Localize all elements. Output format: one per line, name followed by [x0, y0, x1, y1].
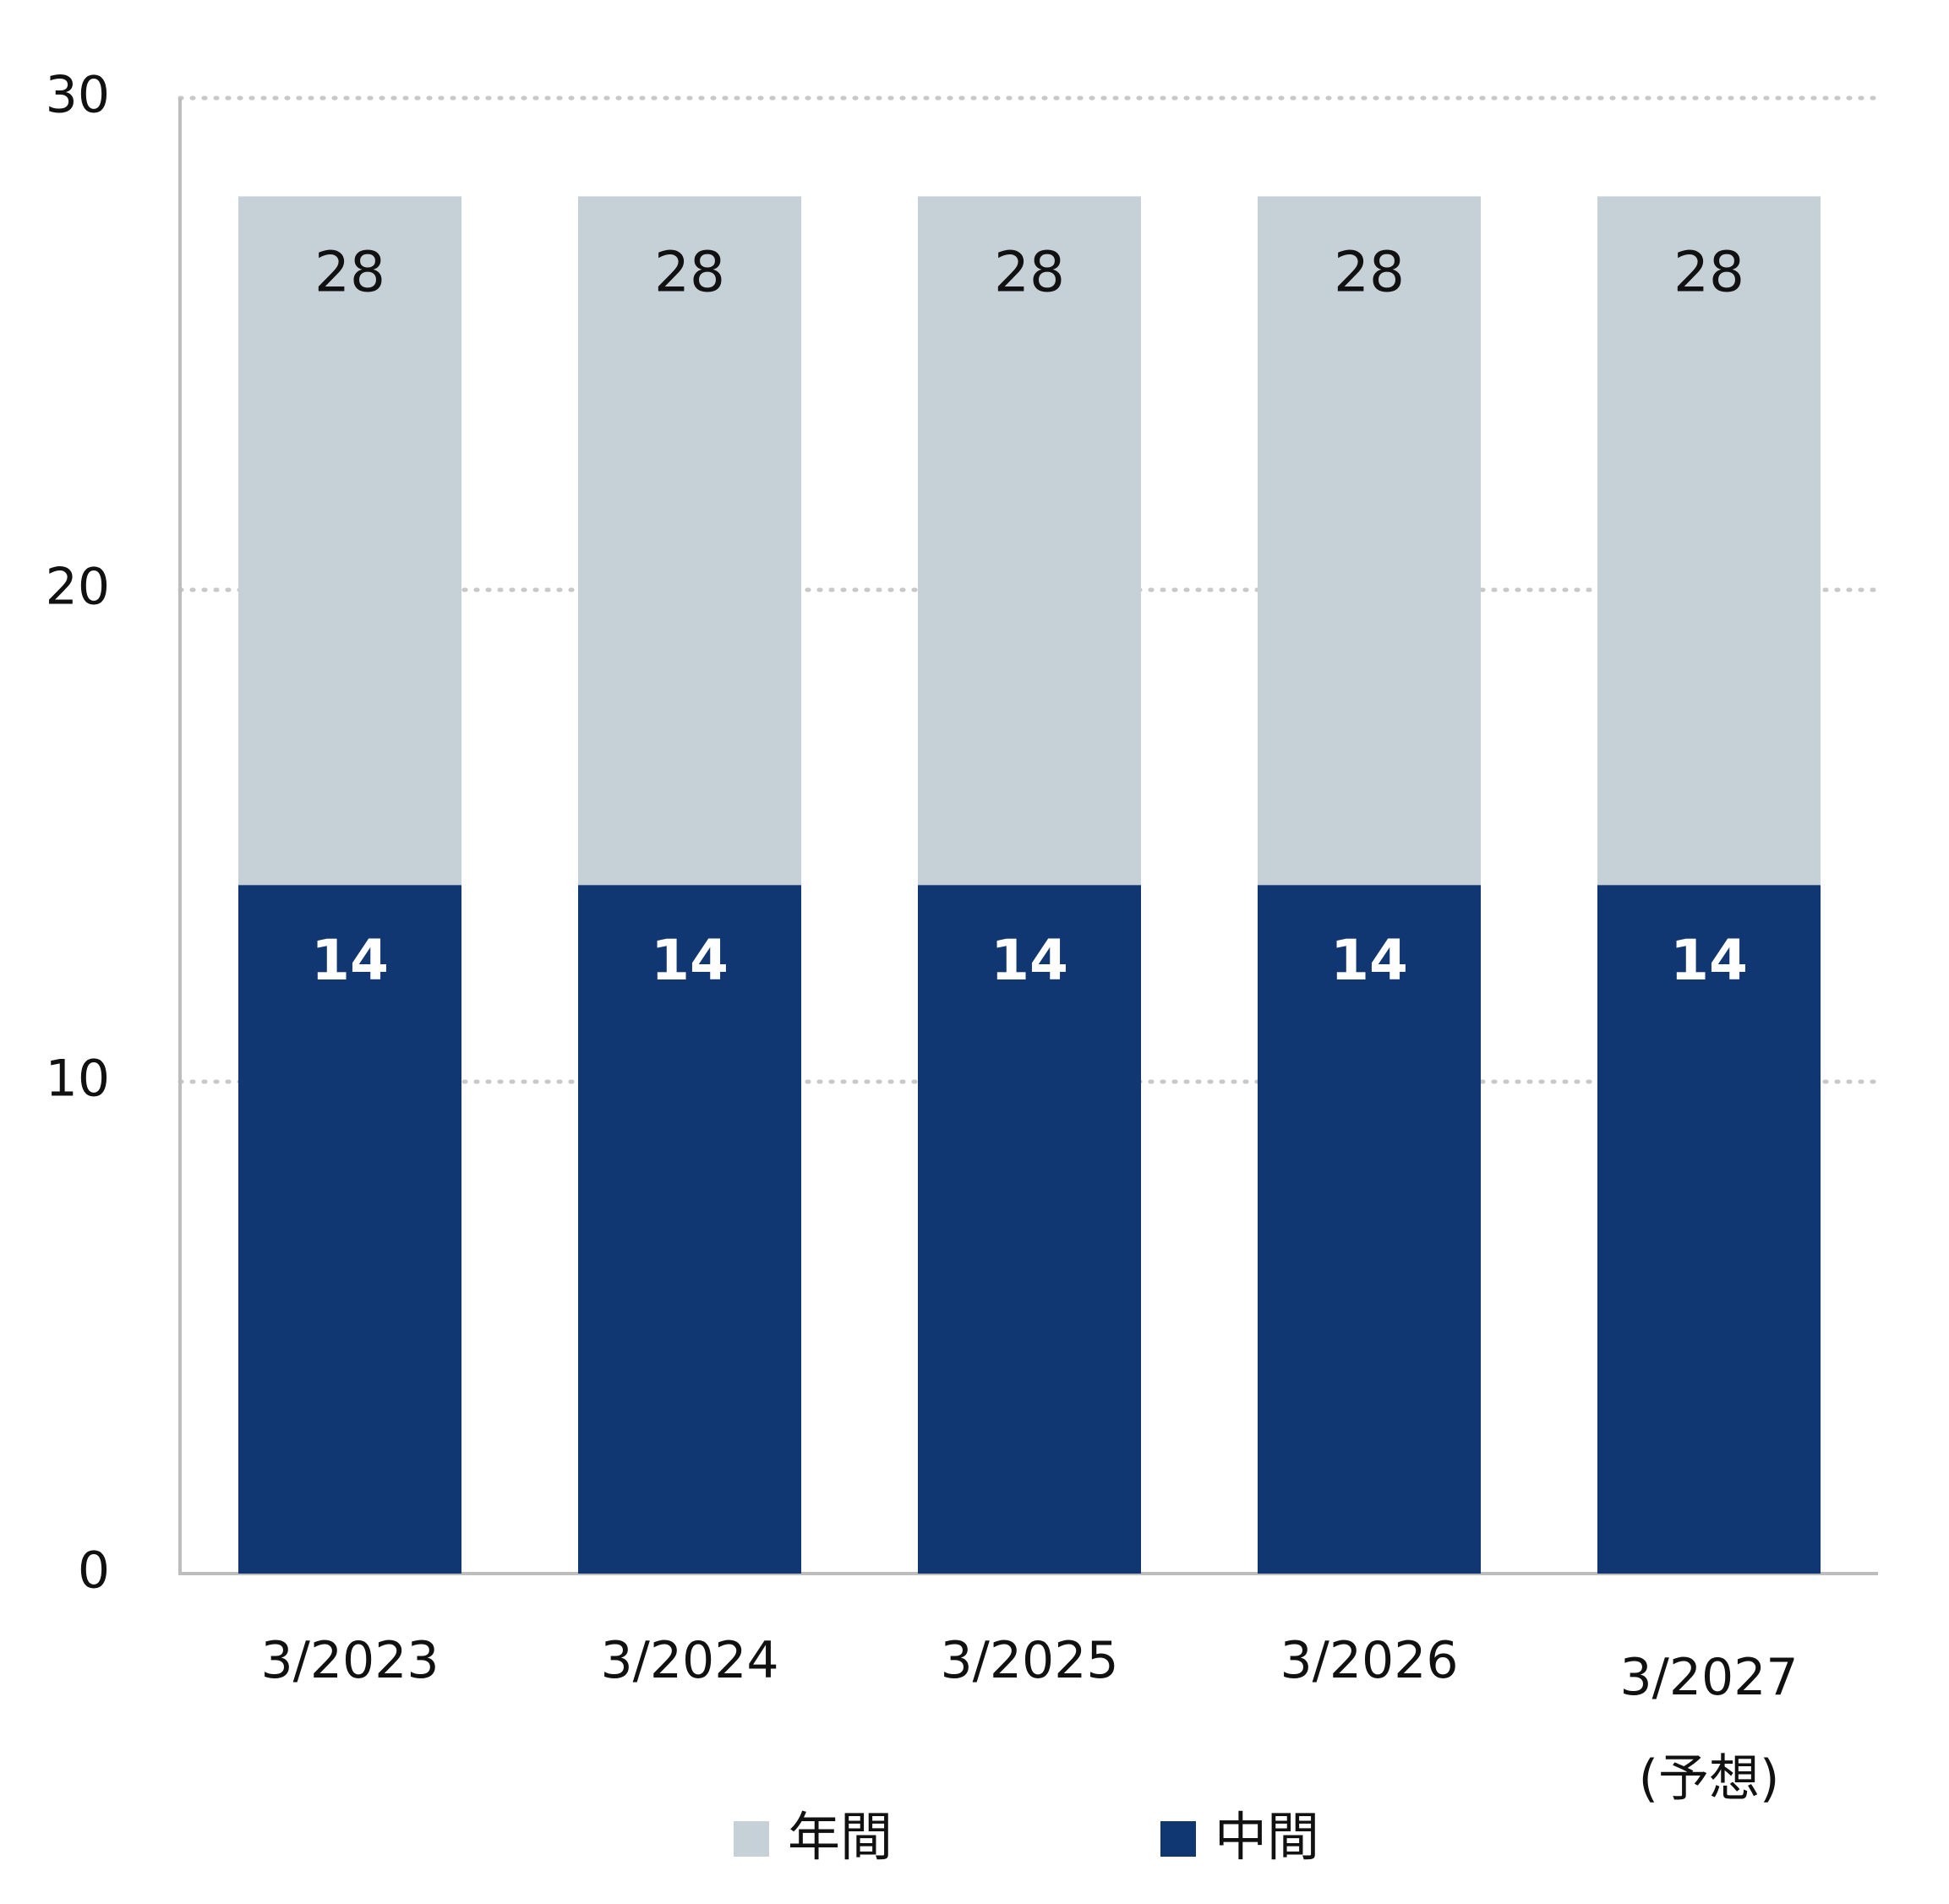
annual-data-label: 28 [1673, 239, 1744, 304]
bars [238, 196, 1821, 1574]
y-tick-label: 30 [46, 66, 110, 125]
annual-data-label: 28 [994, 239, 1065, 304]
x-category-label: 3/2024 [600, 1631, 778, 1690]
y-tick-label: 20 [46, 558, 110, 617]
annual-data-label: 28 [1334, 239, 1405, 304]
x-category-label: 3/2023 [260, 1631, 439, 1690]
bar-annual-4 [1258, 196, 1481, 886]
legend-label-2: 中間 [1215, 1806, 1319, 1868]
bar-annual-5 [1597, 196, 1821, 886]
x-category-label: 3/2026 [1280, 1631, 1458, 1690]
interim-data-label: 14 [651, 928, 729, 993]
gridlines [177, 95, 1881, 1084]
bar-annual-2 [578, 196, 801, 886]
annual-data-label: 28 [314, 239, 385, 304]
y-tick-label: 0 [78, 1541, 110, 1601]
legend-swatch-1 [734, 1821, 769, 1857]
interim-data-label: 14 [1670, 928, 1748, 993]
x-category-label: 3/2027 [1619, 1648, 1798, 1707]
annual-data-label: 28 [654, 239, 725, 304]
bar-interim-4 [1258, 885, 1481, 1574]
category-labels: 3/2023 3/2024 3/2025 3/2026 3/2027 (予想) [260, 1631, 1798, 1809]
bar-interim-5 [1597, 885, 1821, 1574]
legend: 年間 中間 [734, 1806, 1319, 1868]
legend-swatch-2 [1160, 1821, 1196, 1857]
interim-data-label: 14 [311, 928, 389, 993]
axes: 0 10 20 30 [46, 66, 1878, 1601]
bar-interim-2 [578, 885, 801, 1574]
x-category-sublabel: (予想) [1639, 1749, 1780, 1809]
bar-annual-1 [238, 196, 461, 886]
y-tick-label: 10 [46, 1050, 110, 1109]
x-category-label: 3/2025 [940, 1631, 1118, 1690]
interim-data-label: 14 [991, 928, 1068, 993]
data-labels: 28 14 28 14 28 14 28 14 28 14 [311, 239, 1748, 993]
bar-interim-1 [238, 885, 461, 1574]
legend-label-1: 年間 [788, 1806, 893, 1868]
bar-interim-3 [918, 885, 1141, 1574]
bar-annual-3 [918, 196, 1141, 886]
interim-data-label: 14 [1330, 928, 1408, 993]
